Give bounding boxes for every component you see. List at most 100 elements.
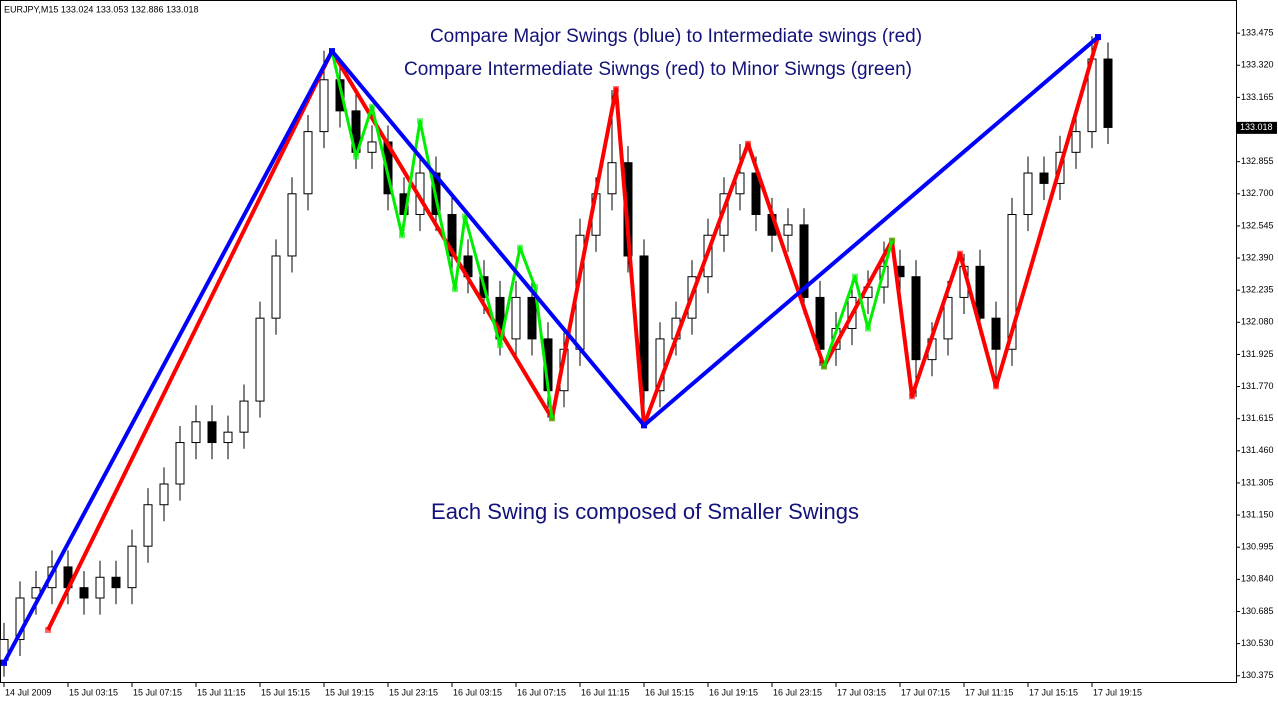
candle-body [303, 131, 313, 195]
annotation: Compare Intermediate Siwngs (red) to Min… [404, 59, 912, 80]
swing-point [353, 153, 359, 160]
candle-body [527, 296, 537, 340]
x-tick-label: 17 Jul 03:15 [837, 687, 886, 697]
candle-body [1071, 131, 1081, 153]
swing-point [889, 237, 895, 244]
y-tick-label: 131.150 [1241, 509, 1274, 519]
candle-body [607, 162, 617, 195]
candle-body [735, 172, 745, 195]
swing-line [822, 240, 894, 367]
swing-point [417, 118, 423, 125]
y-tick-label: 131.770 [1241, 381, 1274, 391]
swing-point [909, 393, 915, 400]
y-tick-label: 130.840 [1241, 574, 1274, 584]
y-tick-label: 132.700 [1241, 188, 1274, 198]
y-tick-label: 131.460 [1241, 445, 1274, 455]
swing-point [993, 383, 999, 390]
candle-body [95, 576, 105, 599]
candle-body [207, 421, 217, 444]
candle-body [655, 338, 665, 392]
swing-point [745, 140, 751, 147]
candle-body [991, 317, 1001, 350]
swing-point [532, 284, 538, 291]
current-price-label: 133.018 [1240, 122, 1273, 132]
x-tick-label: 17 Jul 11:15 [965, 687, 1013, 697]
candle-body [943, 296, 953, 340]
y-tick-label: 133.165 [1241, 92, 1274, 102]
swing-point [462, 213, 468, 220]
candle-body [239, 400, 249, 433]
candle-body [911, 276, 921, 361]
swing-point [399, 232, 405, 239]
annotation: Compare Major Swings (blue) to Intermedi… [430, 26, 922, 47]
y-tick-label: 132.855 [1241, 156, 1274, 166]
y-tick-label: 131.615 [1241, 413, 1274, 423]
x-tick-label: 16 Jul 19:15 [709, 687, 758, 697]
x-tick-label: 16 Jul 11:15 [581, 687, 629, 697]
x-tick-label: 15 Jul 15:15 [261, 687, 310, 697]
candle-body [175, 442, 185, 485]
candle-body [287, 193, 297, 257]
candle-body [191, 421, 201, 444]
y-tick-label: 130.995 [1241, 542, 1274, 552]
swing-point [1095, 34, 1101, 41]
y-tick-label: 131.305 [1241, 477, 1274, 487]
x-tick-label: 17 Jul 19:15 [1093, 687, 1142, 697]
x-tick-label: 14 Jul 2009 [5, 687, 52, 697]
annotation: Each Swing is composed of Smaller Swings [431, 499, 859, 524]
candle-body [1039, 172, 1049, 184]
y-tick-label: 133.475 [1241, 28, 1274, 38]
swing-point [517, 244, 523, 251]
candle-body [111, 576, 121, 589]
swing-point [452, 286, 458, 293]
current-price-box [1237, 121, 1277, 134]
x-tick-label: 17 Jul 15:15 [1029, 687, 1078, 697]
swing-point [45, 626, 51, 633]
x-tick-label: 16 Jul 07:15 [517, 687, 566, 697]
x-tick-label: 16 Jul 15:15 [645, 687, 694, 697]
swing-point [549, 415, 555, 422]
x-tick-label: 16 Jul 23:15 [773, 687, 822, 697]
candle-body [255, 317, 265, 402]
y-tick-label: 130.375 [1241, 670, 1274, 680]
swing-point [865, 325, 871, 332]
swing-line [2, 35, 1100, 664]
y-tick-label: 132.235 [1241, 285, 1274, 295]
x-tick-label: 15 Jul 03:15 [69, 687, 118, 697]
candle-body [143, 504, 153, 547]
x-tick-label: 17 Jul 07:15 [901, 687, 950, 697]
x-tick-label: 15 Jul 23:15 [389, 687, 438, 697]
swing-line [46, 36, 1100, 631]
y-tick-label: 131.925 [1241, 349, 1274, 359]
candle-body [447, 214, 457, 257]
y-tick-label: 133.320 [1241, 60, 1274, 70]
x-tick-label: 15 Jul 07:15 [133, 687, 182, 697]
y-tick-label: 132.545 [1241, 220, 1274, 230]
candle-body [367, 141, 377, 153]
candle-body [159, 483, 169, 506]
swing-point [497, 342, 503, 349]
swing-point [852, 273, 858, 280]
y-tick-label: 130.685 [1241, 606, 1274, 616]
swing-point [821, 363, 827, 370]
candle-body [639, 255, 649, 392]
candle-body [79, 587, 89, 599]
y-tick-label: 132.390 [1241, 252, 1274, 262]
candle-body [1103, 58, 1113, 128]
candle-body [1007, 214, 1017, 350]
candle-body [799, 224, 809, 298]
swing-point [613, 86, 619, 93]
candle-body [511, 296, 521, 340]
x-tick-label: 15 Jul 19:15 [325, 687, 374, 697]
y-tick-label: 132.080 [1241, 317, 1274, 327]
candle-body [127, 545, 137, 589]
swing-point [369, 103, 375, 110]
candle-body [223, 431, 233, 444]
candle-body [975, 265, 985, 319]
swing-point [957, 250, 963, 257]
candle-body [1023, 172, 1033, 216]
candle-body [319, 79, 329, 133]
candle-body [15, 597, 25, 640]
x-tick-label: 16 Jul 03:15 [453, 687, 502, 697]
